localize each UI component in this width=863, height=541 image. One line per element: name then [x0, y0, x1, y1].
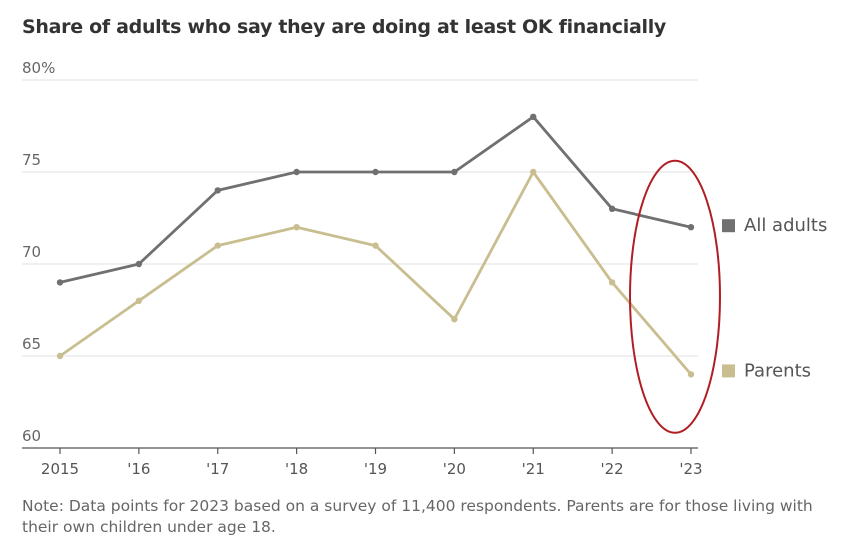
series-line-all-adults [59, 115, 692, 284]
grid-lines [22, 79, 698, 357]
x-tick-label: '18 [285, 460, 308, 478]
x-tick-label: '21 [522, 460, 545, 478]
data-point-all-adults [214, 187, 221, 194]
annotation-group [629, 159, 721, 434]
data-point-all-adults [372, 168, 379, 176]
data-point-parents [56, 352, 64, 360]
y-tick-label: 60 [22, 427, 41, 445]
chart-title: Share of adults who say they are doing a… [22, 16, 666, 38]
data-point-parents [608, 279, 616, 286]
y-tick-label: 65 [22, 335, 41, 353]
y-tick-label: 80% [22, 59, 55, 77]
chart-note: Note: Data points for 2023 based on a su… [22, 497, 813, 536]
data-point-parents [687, 371, 695, 378]
data-point-all-adults [687, 224, 695, 231]
y-tick-label: 75 [22, 151, 41, 169]
x-tick-label: '23 [679, 460, 702, 478]
x-axis: 2015 '16 '17 '18 '19 '20 '21 '22 '23 [22, 447, 703, 478]
data-point-parents [372, 242, 379, 249]
legend-label-all-adults: All adults [744, 215, 827, 236]
data-point-all-adults [293, 168, 300, 176]
data-point-parents [293, 224, 300, 231]
data-point-all-adults [451, 168, 458, 176]
x-tick-label: '19 [364, 460, 387, 478]
x-tick-label: '16 [127, 460, 150, 478]
legend-swatch-parents [722, 364, 735, 378]
data-point-parents [135, 297, 143, 304]
series-line-parents [59, 170, 693, 376]
y-tick-label: 70 [22, 243, 41, 261]
legend: All adults Parents [722, 215, 827, 381]
data-point-all-adults [56, 279, 64, 286]
data-point-all-adults [608, 205, 616, 212]
legend-label-parents: Parents [744, 360, 811, 381]
x-tick-label: 2015 [41, 460, 79, 478]
x-tick-label: '22 [601, 460, 624, 478]
series-group [56, 113, 695, 378]
data-point-parents [451, 316, 458, 323]
y-axis-ticks: 60 65 70 75 80% [22, 59, 55, 445]
data-point-all-adults [135, 260, 143, 268]
x-tick-label: '20 [443, 460, 466, 478]
data-point-parents [530, 168, 537, 176]
x-tick-label: '17 [206, 460, 229, 478]
highlight-ellipse [629, 159, 721, 434]
data-point-parents [214, 242, 221, 249]
data-point-all-adults [530, 113, 537, 121]
legend-swatch-all-adults [722, 219, 735, 233]
